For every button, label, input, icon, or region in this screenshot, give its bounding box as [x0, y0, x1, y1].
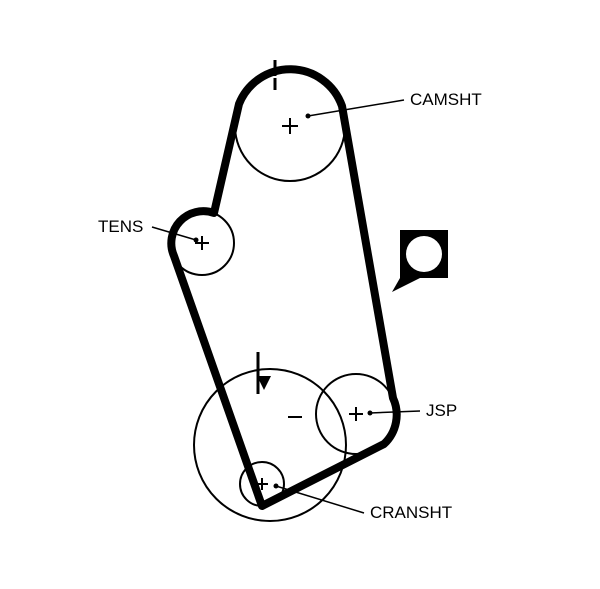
svg-text:T: T: [415, 240, 432, 271]
crankshaft-leader-line: [276, 486, 364, 513]
crankshaft-label: CRANSHT: [370, 503, 452, 522]
tensioner-label: TENS: [98, 217, 143, 236]
timing-belt: [171, 69, 396, 506]
direction-badge: T: [392, 230, 448, 292]
belt-diagram: CAMSHT TENS CRANSHT JSP T: [0, 0, 600, 589]
jsp-center-marker: [349, 407, 363, 421]
crankshaft-leader-dot: [274, 484, 279, 489]
tensioner-leader-dot: [194, 238, 199, 243]
camshaft-label: CAMSHT: [410, 90, 482, 109]
camshaft-leader-line: [308, 100, 404, 116]
camshaft-center-marker: [282, 118, 298, 134]
camshaft-leader-dot: [306, 114, 311, 119]
jsp-label: JSP: [426, 401, 457, 420]
jsp-leader-dot: [368, 411, 373, 416]
jsp-leader-line: [370, 411, 420, 413]
